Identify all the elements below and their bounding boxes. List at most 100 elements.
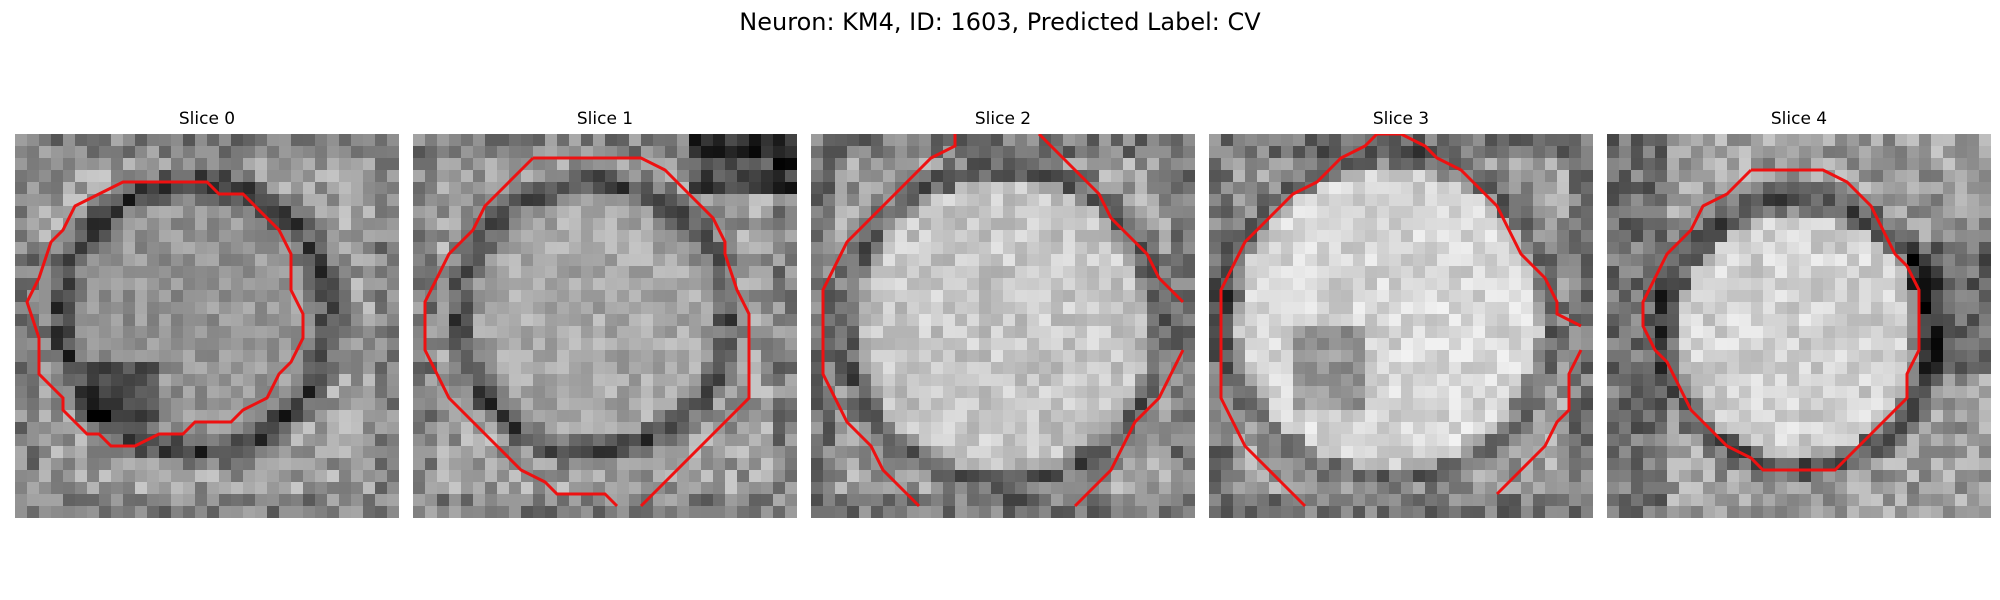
image-pixel [1823, 194, 1836, 207]
image-pixel [1353, 338, 1366, 351]
image-pixel [425, 194, 438, 207]
image-pixel [1835, 158, 1848, 171]
image-pixel [641, 218, 654, 231]
image-pixel [581, 410, 594, 423]
image-pixel [1413, 422, 1426, 435]
image-pixel [1557, 446, 1570, 459]
image-pixel [749, 314, 762, 327]
image-pixel [363, 242, 376, 255]
image-pixel [943, 218, 956, 231]
image-pixel [1787, 134, 1800, 147]
image-pixel [375, 254, 388, 267]
image-pixel [51, 242, 64, 255]
image-pixel [1147, 494, 1160, 507]
image-pixel [1485, 458, 1498, 471]
image-pixel [593, 398, 606, 411]
image-pixel [159, 278, 172, 291]
image-pixel [1075, 230, 1088, 243]
image-pixel [1607, 338, 1620, 351]
image-pixel [303, 230, 316, 243]
image-pixel [1955, 326, 1968, 339]
image-pixel [473, 254, 486, 267]
image-pixel [605, 374, 618, 387]
image-pixel [1099, 146, 1112, 159]
image-pixel [497, 434, 510, 447]
image-pixel [1919, 410, 1932, 423]
image-pixel [1449, 314, 1462, 327]
image-pixel [1667, 194, 1680, 207]
image-pixel [979, 290, 992, 303]
image-pixel [1209, 494, 1222, 507]
image-pixel [1389, 182, 1402, 195]
image-pixel [63, 146, 76, 159]
image-pixel [725, 134, 738, 147]
image-pixel [677, 494, 690, 507]
image-pixel [1051, 314, 1064, 327]
image-pixel [147, 446, 160, 459]
image-pixel [1087, 446, 1100, 459]
image-pixel [1015, 434, 1028, 447]
image-pixel [1257, 182, 1270, 195]
image-pixel [1931, 206, 1944, 219]
image-pixel [87, 350, 100, 363]
image-pixel [581, 374, 594, 387]
image-pixel [99, 254, 112, 267]
image-pixel [1353, 494, 1366, 507]
image-pixel [51, 146, 64, 159]
image-pixel [51, 182, 64, 195]
image-pixel [1473, 290, 1486, 303]
image-pixel [1389, 194, 1402, 207]
image-pixel [111, 374, 124, 387]
image-pixel [1751, 230, 1764, 243]
image-pixel [1787, 398, 1800, 411]
image-pixel [1581, 218, 1593, 231]
image-pixel [1497, 506, 1510, 518]
image-pixel [437, 446, 450, 459]
image-pixel [1341, 410, 1354, 423]
image-pixel [1389, 158, 1402, 171]
image-pixel [1727, 254, 1740, 267]
image-pixel [171, 482, 184, 495]
image-pixel [1449, 290, 1462, 303]
image-pixel [919, 302, 932, 315]
image-pixel [1209, 134, 1222, 147]
image-pixel [1015, 158, 1028, 171]
image-pixel [509, 326, 522, 339]
image-pixel [39, 218, 52, 231]
image-pixel [641, 254, 654, 267]
image-pixel [931, 278, 944, 291]
image-pixel [1281, 254, 1294, 267]
image-pixel [943, 170, 956, 183]
image-pixel [895, 170, 908, 183]
image-pixel [943, 302, 956, 315]
image-pixel [1967, 374, 1980, 387]
image-pixel [363, 182, 376, 195]
image-pixel [1931, 158, 1944, 171]
image-pixel [1365, 458, 1378, 471]
image-pixel [617, 314, 630, 327]
image-pixel [123, 242, 136, 255]
image-pixel [1293, 158, 1306, 171]
image-pixel [449, 314, 462, 327]
image-pixel [219, 290, 232, 303]
image-pixel [1269, 230, 1282, 243]
image-pixel [835, 206, 848, 219]
image-pixel [1377, 362, 1390, 375]
image-pixel [1159, 338, 1172, 351]
image-pixel [243, 278, 256, 291]
image-pixel [1727, 134, 1740, 147]
image-pixel [1341, 398, 1354, 411]
image-pixel [895, 134, 908, 147]
image-pixel [1823, 290, 1836, 303]
image-pixel [1643, 314, 1656, 327]
image-pixel [1607, 254, 1620, 267]
image-pixel [461, 326, 474, 339]
image-pixel [1377, 422, 1390, 435]
image-pixel [351, 470, 364, 483]
image-pixel [231, 458, 244, 471]
image-pixel [39, 434, 52, 447]
image-pixel [1159, 494, 1172, 507]
image-pixel [713, 386, 726, 399]
image-pixel [629, 254, 642, 267]
image-pixel [677, 278, 690, 291]
